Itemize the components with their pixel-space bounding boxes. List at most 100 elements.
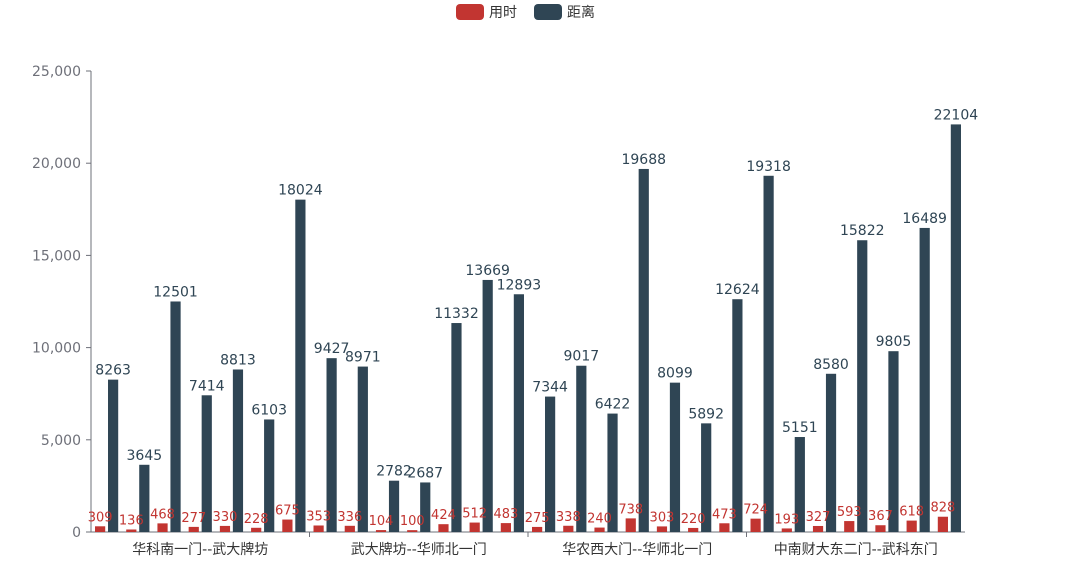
data-label-time-20: 220 [681,512,706,527]
legend-label-1[interactable]: 用时 [489,5,517,21]
bar-distance-14[interactable] [513,294,524,532]
bar-distance-3[interactable] [170,301,181,532]
legend: 用时 距离 [456,4,595,21]
data-label-time-23: 193 [774,512,799,527]
bar-distance-21[interactable] [732,299,743,532]
data-label-distance-2: 3645 [127,448,163,464]
data-label-distance-18: 19688 [621,152,666,168]
data-label-distance-7: 18024 [278,183,323,199]
bar-time-1[interactable] [95,526,106,532]
data-label-time-3: 468 [150,507,175,522]
y-tick-label: 25,000 [32,64,81,80]
bar-time-20[interactable] [688,527,699,532]
bar-distance-18[interactable] [638,168,649,532]
bar-distance-15[interactable] [545,396,556,532]
bar-time-2[interactable] [126,529,137,532]
bar-distance-16[interactable] [576,365,587,532]
legend-label-2[interactable]: 距离 [567,4,595,21]
bar-time-19[interactable] [656,526,668,532]
y-tick-label: 20,000 [32,156,81,172]
bar-time-25[interactable] [844,521,855,532]
bar-distance-2[interactable] [139,464,150,532]
bar-time-11[interactable] [407,530,418,532]
bar-time-26[interactable] [875,525,886,532]
data-label-distance-16: 9017 [564,349,600,365]
bar-distance-1[interactable] [108,379,119,532]
bar-time-18[interactable] [625,518,636,532]
data-label-distance-28: 22104 [934,107,979,123]
bar-time-21[interactable] [719,523,730,532]
data-label-distance-20: 5892 [688,406,724,422]
bar-distance-5[interactable] [232,369,244,532]
bar-time-6[interactable] [251,527,262,532]
bar-distance-27[interactable] [919,227,930,532]
bar-distance-26[interactable] [888,351,899,532]
bar-time-24[interactable] [812,525,824,532]
bar-distance-17[interactable] [607,413,618,532]
data-label-distance-13: 13669 [465,263,510,279]
data-label-time-19: 303 [650,510,675,525]
bar-time-9[interactable] [344,525,355,532]
data-label-distance-8: 9427 [314,341,350,357]
bar-time-5[interactable] [219,525,231,532]
data-label-distance-23: 5151 [782,420,818,436]
bar-time-14[interactable] [500,523,511,532]
bar-distance-10[interactable] [388,480,400,532]
bar-distance-11[interactable] [420,482,431,532]
bar-distance-12[interactable] [451,323,462,532]
y-tick-label: 10,000 [32,341,81,357]
bar-time-7[interactable] [282,519,293,532]
legend-swatch-1[interactable] [456,4,484,20]
bar-time-23[interactable] [781,528,792,532]
data-label-distance-12: 11332 [434,306,479,322]
bar-time-17[interactable] [594,527,605,532]
bar-distance-24[interactable] [825,373,837,532]
bar-time-16[interactable] [563,525,574,532]
bar-time-28[interactable] [937,516,948,532]
bar-distance-23[interactable] [794,437,805,532]
data-labels: 309 136 468 277 330 228 675 353 336 104 100 424 512 4… [88,107,979,529]
bar-time-3[interactable] [157,523,168,532]
data-label-distance-19: 8099 [657,366,693,382]
bar-time-15[interactable] [532,526,543,532]
y-tick-label: 15,000 [32,248,81,264]
bar-time-22[interactable] [750,518,761,532]
bar-distance-28[interactable] [950,124,961,533]
bar-distance-9[interactable] [357,366,368,532]
data-label-distance-1: 8263 [95,363,131,379]
data-label-distance-15: 7344 [532,380,568,396]
data-label-time-4: 277 [181,511,206,526]
bar-distance-25[interactable] [857,240,868,533]
bar-distance-20[interactable] [701,423,712,532]
bar-time-27[interactable] [906,520,917,532]
bar-time-4[interactable] [188,526,199,532]
bar-distance-22[interactable] [763,175,774,533]
bar-distance-13[interactable] [482,279,493,532]
legend-swatch-2[interactable] [534,4,562,20]
bar-time-10[interactable] [375,530,387,532]
data-label-time-10: 104 [369,514,394,529]
data-label-distance-5: 8813 [220,352,256,368]
bar-time-13[interactable] [469,522,480,532]
y-tick-label: 5,000 [41,433,81,449]
bar-distance-8[interactable] [326,358,337,532]
bar-distance-19[interactable] [669,382,681,532]
data-label-distance-10: 2782 [376,464,412,480]
data-label-time-25: 593 [837,505,862,520]
data-label-time-22: 724 [743,503,768,518]
bar-distance-7[interactable] [295,199,306,532]
data-label-time-16: 338 [556,510,581,525]
data-label-time-27: 618 [899,505,924,520]
bar-distance-6[interactable] [264,419,275,532]
bar-time-8[interactable] [313,525,324,532]
bar-time-12[interactable] [438,524,449,532]
bar-distance-4[interactable] [201,395,212,532]
data-label-time-26: 367 [868,509,893,524]
data-label-time-6: 228 [244,512,269,527]
data-label-distance-6: 6103 [251,402,287,418]
bars [95,124,961,533]
data-label-time-5: 330 [213,510,238,525]
data-label-distance-14: 12893 [497,277,542,293]
data-label-distance-25: 15822 [840,223,885,239]
